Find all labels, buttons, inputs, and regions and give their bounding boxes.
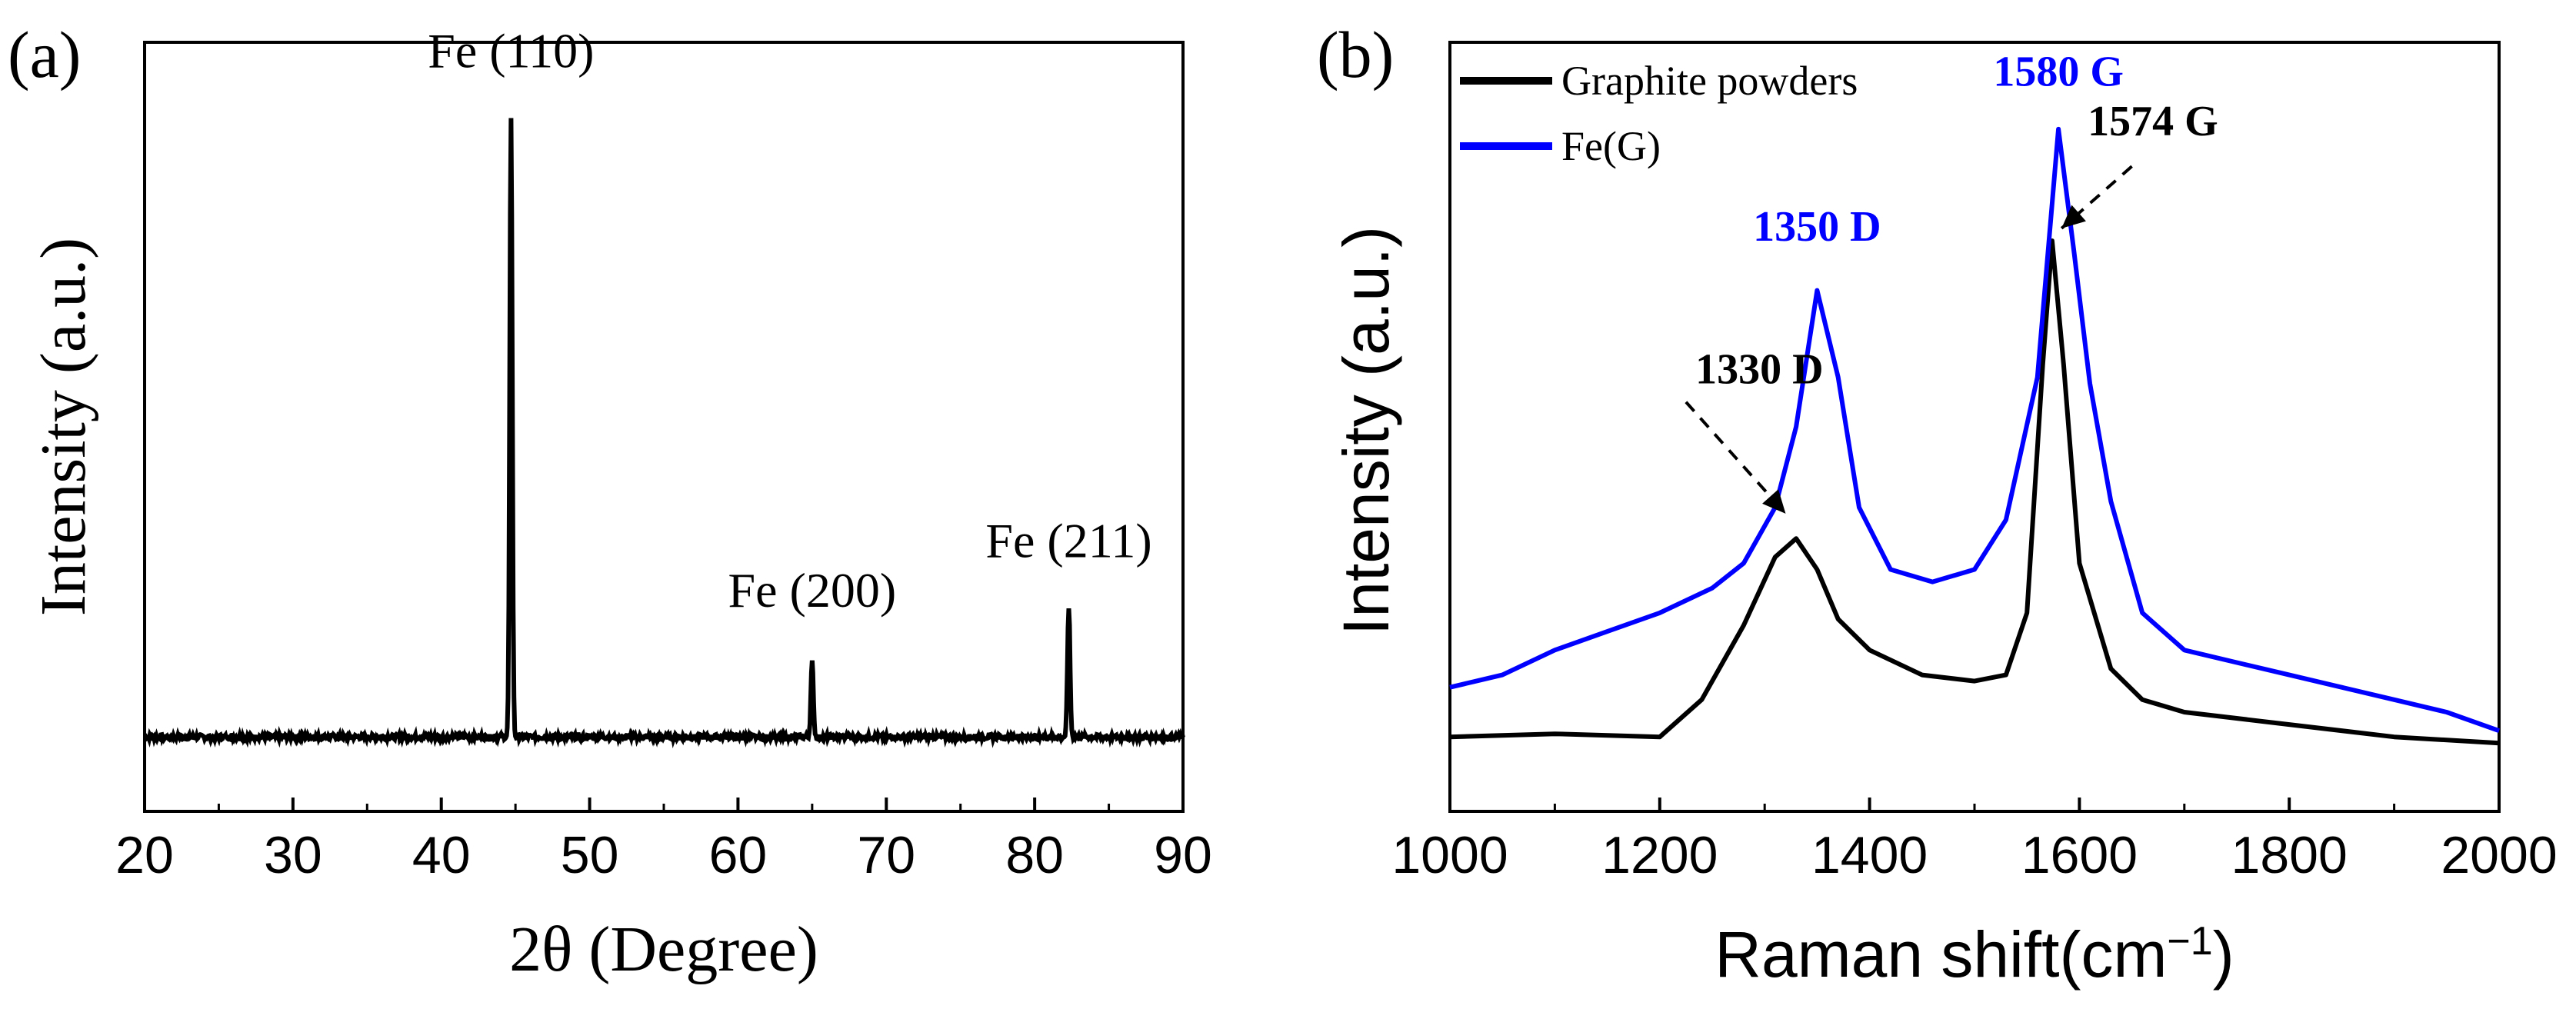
raman-series-group bbox=[1449, 126, 2501, 746]
xrd-line bbox=[143, 118, 1185, 749]
x-tick-label: 80 bbox=[1005, 826, 1064, 884]
x-tick-label: 1200 bbox=[1601, 826, 1718, 884]
x-tick-label: 90 bbox=[1154, 826, 1212, 884]
raman-peak-label: 1580 G bbox=[1993, 48, 2124, 95]
raman-line-fe-g bbox=[1449, 126, 2501, 734]
xrd-peak-label: Fe (211) bbox=[985, 513, 1151, 568]
annotation-arrow bbox=[2060, 165, 2133, 230]
x-tick-label: 40 bbox=[412, 826, 471, 884]
xrd-peak-label: Fe (110) bbox=[428, 23, 594, 78]
raman-y-axis-title: Intensity (a.u.) bbox=[1330, 226, 1402, 635]
raman-x-axis: 1000 1200 1400 1600 1800 2000 bbox=[1391, 798, 2558, 884]
x-tick-label: 20 bbox=[115, 826, 174, 884]
x-tick-label: 2000 bbox=[2441, 826, 2557, 884]
xrd-x-axis-title: 2θ (Degree) bbox=[509, 914, 818, 985]
xrd-plot-frame bbox=[143, 41, 1185, 813]
legend-label: Fe(G) bbox=[1561, 123, 1661, 169]
annotation-arrowhead bbox=[2061, 205, 2086, 228]
raman-peak-label: 1574 G bbox=[2088, 98, 2218, 145]
xrd-peak-label: Fe (200) bbox=[728, 563, 897, 618]
panel-b-label: (b) bbox=[1317, 18, 1394, 92]
xrd-series-group bbox=[143, 118, 1185, 749]
x-tick-label: 1000 bbox=[1391, 826, 1508, 884]
annotation-arrowhead bbox=[1762, 489, 1786, 514]
x-tick-label: 70 bbox=[857, 826, 915, 884]
raman-panel: (b) 1000 1200 1400 1600 1800 2000 1350 D 1580 … bbox=[1317, 18, 2558, 991]
xrd-panel: (a) 20 30 40 50 60 70 80 90 Fe (110)Fe (200)Fe … bbox=[8, 18, 1212, 985]
x-tick-label: 1600 bbox=[2021, 826, 2138, 884]
raman-legend: Graphite powders Fe(G) bbox=[1460, 58, 1858, 169]
raman-peak-label: 1350 D bbox=[1753, 203, 1881, 251]
legend-label: Graphite powders bbox=[1561, 58, 1858, 104]
annotation-arrow bbox=[1685, 401, 1787, 515]
x-tick-label: 60 bbox=[709, 826, 768, 884]
raman-line-graphite-powders bbox=[1449, 238, 2500, 746]
xrd-x-axis: 20 30 40 50 60 70 80 90 bbox=[115, 798, 1212, 884]
raman-x-axis-title: Raman shift(cm−1) bbox=[1715, 918, 2234, 991]
x-tick-label: 1400 bbox=[1811, 826, 1928, 884]
panel-a-label: (a) bbox=[8, 18, 81, 92]
xrd-annotations: Fe (110) Fe (200) Fe (211) bbox=[428, 23, 1151, 618]
raman-peak-label: 1330 D bbox=[1695, 346, 1823, 394]
x-tick-label: 1800 bbox=[2231, 826, 2348, 884]
xrd-y-axis-title: Intensity (a.u.) bbox=[28, 238, 99, 616]
raman-annotations: 1350 D 1580 G 1330 D 1574 G bbox=[1685, 48, 2218, 515]
x-tick-label: 30 bbox=[264, 826, 322, 884]
x-tick-label: 50 bbox=[561, 826, 619, 884]
